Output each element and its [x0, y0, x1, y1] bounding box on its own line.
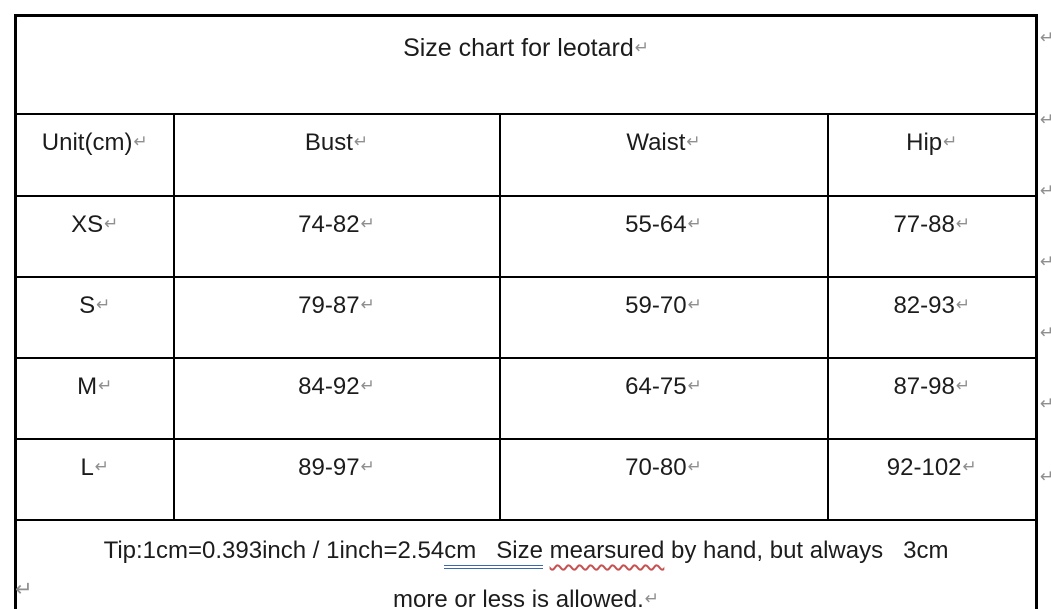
waist-cell: 55-64↵ [498, 195, 829, 278]
row-end-mark-icon: ↵ [1040, 252, 1051, 272]
row-end-mark-icon: ↵ [1040, 181, 1051, 201]
header-cell-hip: Hip↵ [826, 113, 1038, 197]
header-label-bust: Bust [304, 129, 353, 156]
row-end-mark-icon: ↵ [1040, 28, 1051, 48]
hip-value: 87-98 [893, 373, 955, 400]
paragraph-mark-icon: ↵ [94, 457, 110, 477]
table-title: Size chart for leotard [403, 34, 634, 62]
tip-space [543, 537, 550, 564]
row-end-mark-icon: ↵ [1040, 323, 1051, 343]
tip-text-line2: more or less is allowed. [393, 586, 644, 609]
bust-value: 79-87 [298, 292, 360, 319]
size-cell: M↵ [14, 357, 175, 440]
paragraph-mark-icon: ↵ [955, 376, 971, 396]
hip-cell: 92-102↵ [826, 438, 1038, 521]
size-cell: S↵ [14, 276, 175, 359]
paragraph-mark-icon: ↵ [360, 295, 375, 315]
paragraph-mark-icon: ↵ [962, 457, 977, 477]
bust-cell: 79-87↵ [172, 276, 501, 359]
misspelled-word: mearsured [549, 537, 665, 564]
paragraph-mark-icon: ↵ [943, 132, 958, 152]
paragraph-mark-icon: ↵ [360, 376, 375, 396]
paragraph-mark-icon: ↵ [98, 376, 113, 396]
row-end-mark-icon: ↵ [1040, 110, 1051, 130]
paragraph-mark-icon: ↵ [104, 214, 119, 234]
row-end-mark-icon: ↵ [1040, 467, 1051, 487]
grammar-underlined-text: cm Size [444, 537, 543, 569]
hip-cell: 82-93↵ [826, 276, 1038, 359]
paragraph-mark-icon: ↵ [353, 132, 369, 152]
paragraph-mark-icon: ↵ [360, 214, 375, 234]
title-row: Size chart for leotard↵ [14, 14, 1038, 115]
waist-cell: 70-80↵ [498, 438, 829, 521]
paragraph-mark-icon: ↵ [687, 295, 702, 315]
tip-text-part2: by hand, but always 3cm [664, 537, 949, 564]
header-label-waist: Waist [626, 129, 686, 156]
tip-cell: Tip:1cm=0.393inch / 1inch=2.54cm Size me… [14, 519, 1038, 609]
hip-value: 82-93 [893, 292, 955, 319]
tip-text-part1: Tip:1cm=0.393inch / 1inch=2.54 [103, 537, 445, 564]
paragraph-mark-icon: ↵ [133, 132, 148, 152]
paragraph-mark-icon: ↵ [634, 38, 649, 58]
bust-value: 74-82 [298, 211, 360, 238]
waist-value: 64-75 [625, 373, 687, 400]
hip-cell: 77-88↵ [826, 195, 1038, 278]
bust-cell: 89-97↵ [172, 438, 501, 521]
paragraph-mark-icon: ↵ [96, 295, 111, 315]
row-end-mark-icon: ↵ [1040, 394, 1051, 414]
waist-value: 70-80 [625, 454, 687, 481]
paragraph-mark-icon: ↵ [955, 295, 971, 315]
size-label: M [77, 373, 98, 400]
bust-cell: 84-92↵ [172, 357, 501, 440]
header-label-unit: Unit(cm) [41, 129, 133, 156]
waist-value: 55-64 [625, 211, 687, 238]
waist-cell: 64-75↵ [498, 357, 829, 440]
table-row-l: L↵ 89-97↵ 70-80↵ 92-102↵ [14, 438, 1038, 521]
header-row: Unit(cm)↵ Bust↵ Waist↵ Hip↵ [14, 113, 1038, 197]
waist-cell: 59-70↵ [498, 276, 829, 359]
waist-value: 59-70 [625, 292, 687, 319]
paragraph-mark-icon: ↵ [686, 132, 701, 152]
bust-cell: 74-82↵ [172, 195, 501, 278]
header-cell-unit: Unit(cm)↵ [14, 113, 175, 197]
paragraph-mark-icon: ↵ [644, 589, 660, 609]
tip-row: Tip:1cm=0.393inch / 1inch=2.54cm Size me… [14, 519, 1038, 609]
paragraph-mark-icon: ↵ [687, 376, 702, 396]
table-row-m: M↵ 84-92↵ 64-75↵ 87-98↵ [14, 357, 1038, 440]
size-label: S [79, 292, 96, 319]
bust-value: 84-92 [298, 373, 360, 400]
table-row-s: S↵ 79-87↵ 59-70↵ 82-93↵ [14, 276, 1038, 359]
size-chart-table: Size chart for leotard↵ Unit(cm)↵ Bust↵ … [14, 14, 1039, 609]
header-cell-waist: Waist↵ [498, 113, 829, 197]
hip-value: 77-88 [893, 211, 955, 238]
paragraph-mark-icon: ↵ [15, 577, 33, 601]
paragraph-mark-icon: ↵ [687, 457, 702, 477]
header-cell-bust: Bust↵ [172, 113, 501, 197]
paragraph-mark-icon: ↵ [360, 457, 375, 477]
size-cell: L↵ [14, 438, 175, 521]
table-row-xs: XS↵ 74-82↵ 55-64↵ 77-88↵ [14, 195, 1038, 278]
bust-value: 89-97 [298, 454, 360, 481]
header-label-hip: Hip [906, 129, 943, 156]
size-label: XS [71, 211, 104, 238]
paragraph-mark-icon: ↵ [687, 214, 702, 234]
paragraph-mark-icon: ↵ [955, 214, 971, 234]
size-label: L [80, 454, 94, 481]
size-cell: XS↵ [14, 195, 175, 278]
table-title-cell: Size chart for leotard↵ [14, 14, 1038, 115]
hip-value: 92-102 [886, 454, 962, 481]
hip-cell: 87-98↵ [826, 357, 1038, 440]
